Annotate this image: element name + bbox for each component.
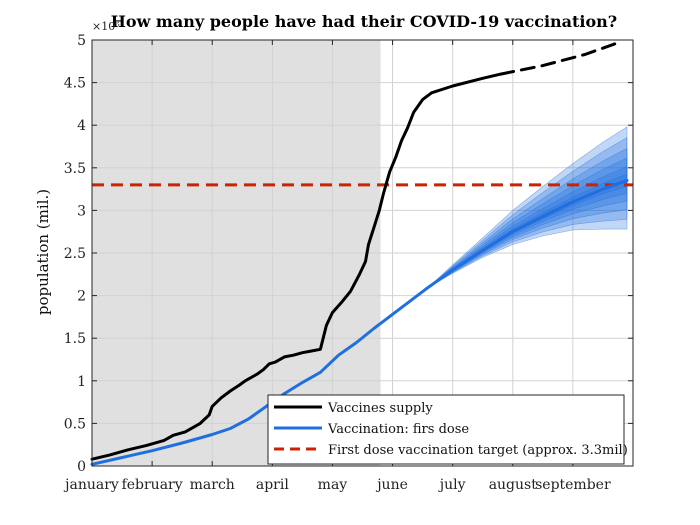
y-exponent-label: ×10⁶: [92, 20, 120, 33]
y-tick-label: 4.5: [64, 76, 86, 92]
y-tick-label: 4: [77, 118, 86, 134]
x-tick-label: june: [375, 477, 408, 493]
y-axis-title: population (mil.): [34, 189, 52, 315]
x-tick-label: february: [122, 477, 183, 493]
y-tick-label: 5: [77, 33, 86, 49]
y-tick-label: 1: [77, 374, 86, 390]
x-tick-label: september: [535, 477, 611, 493]
chart-title: How many people have had their COVID-19 …: [111, 12, 617, 31]
y-tick-label: 3.5: [64, 161, 86, 177]
legend-entry-first-dose-label: Vaccination: firs dose: [327, 422, 469, 437]
legend-entry-target-label: First dose vaccination target (approx. 3…: [328, 443, 628, 458]
first-dose-line: [90, 179, 629, 466]
x-tick-label: january: [63, 477, 119, 493]
legend-entry-vaccines-supply-label: Vaccines supply: [327, 401, 433, 416]
vaccines-supply-line: [90, 72, 503, 461]
y-tick-label: 2: [77, 289, 86, 305]
legend-box: [267, 394, 625, 465]
y-tick-label: 2.5: [64, 246, 86, 262]
x-tick-label: april: [256, 477, 289, 493]
x-tick-label: august: [489, 477, 538, 493]
y-tick-label: 0: [77, 459, 86, 475]
y-tick-label: 3: [77, 203, 86, 219]
x-tick-label: may: [318, 477, 348, 493]
x-tick-label: march: [190, 477, 235, 493]
tick-labels: 0 0.5 1 1.5 2 2.5 3 3.5 4 4.5 5 january february marc…: [63, 33, 611, 493]
supply-projection-line: [499, 40, 623, 76]
y-tick-label: 0.5: [64, 416, 86, 432]
x-tick-label: july: [438, 477, 466, 493]
series-lines: [90, 40, 633, 466]
y-tick-label: 1.5: [64, 331, 86, 347]
legend: Vaccines supply Vaccination: firs dose Fir…: [267, 394, 628, 465]
